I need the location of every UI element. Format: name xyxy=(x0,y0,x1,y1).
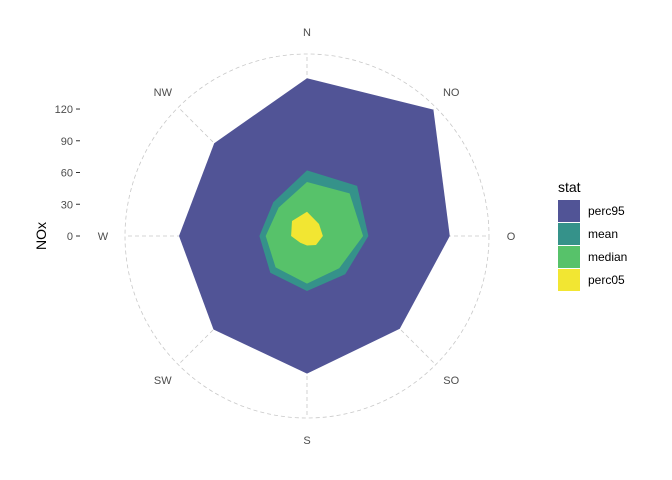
legend-key-median xyxy=(558,246,580,268)
legend-key-perc95 xyxy=(558,200,580,222)
direction-label-O: O xyxy=(507,231,516,243)
direction-label-SW: SW xyxy=(154,375,172,387)
legend-label-perc05: perc05 xyxy=(588,273,625,287)
y-tick-label: 90 xyxy=(61,136,73,148)
legend-label-perc95: perc95 xyxy=(588,204,625,218)
legend-label-mean: mean xyxy=(588,227,618,241)
y-axis-title: NOx xyxy=(33,222,49,250)
y-axis: 0 30 60 90 120 xyxy=(55,104,80,243)
y-tick-label: 120 xyxy=(55,104,73,116)
direction-label-NO: NO xyxy=(443,87,460,99)
legend: stat perc95 mean median perc05 xyxy=(558,179,627,291)
legend-key-mean xyxy=(558,223,580,245)
grid-ring xyxy=(124,53,490,419)
y-tick-label: 0 xyxy=(67,231,73,243)
series-layer xyxy=(179,78,450,374)
direction-label-NW: NW xyxy=(154,87,173,99)
series-area-perc05 xyxy=(291,211,323,246)
legend-title: stat xyxy=(558,179,581,195)
direction-labels: N NO O SO S SW W NW xyxy=(98,27,516,447)
direction-label-SO: SO xyxy=(443,375,459,387)
legend-label-median: median xyxy=(588,250,627,264)
legend-key-perc05 xyxy=(558,269,580,291)
y-tick-label: 30 xyxy=(61,199,73,211)
direction-label-S: S xyxy=(303,435,310,447)
y-tick-label: 60 xyxy=(61,168,73,180)
direction-label-W: W xyxy=(98,231,109,243)
direction-label-N: N xyxy=(303,27,311,39)
